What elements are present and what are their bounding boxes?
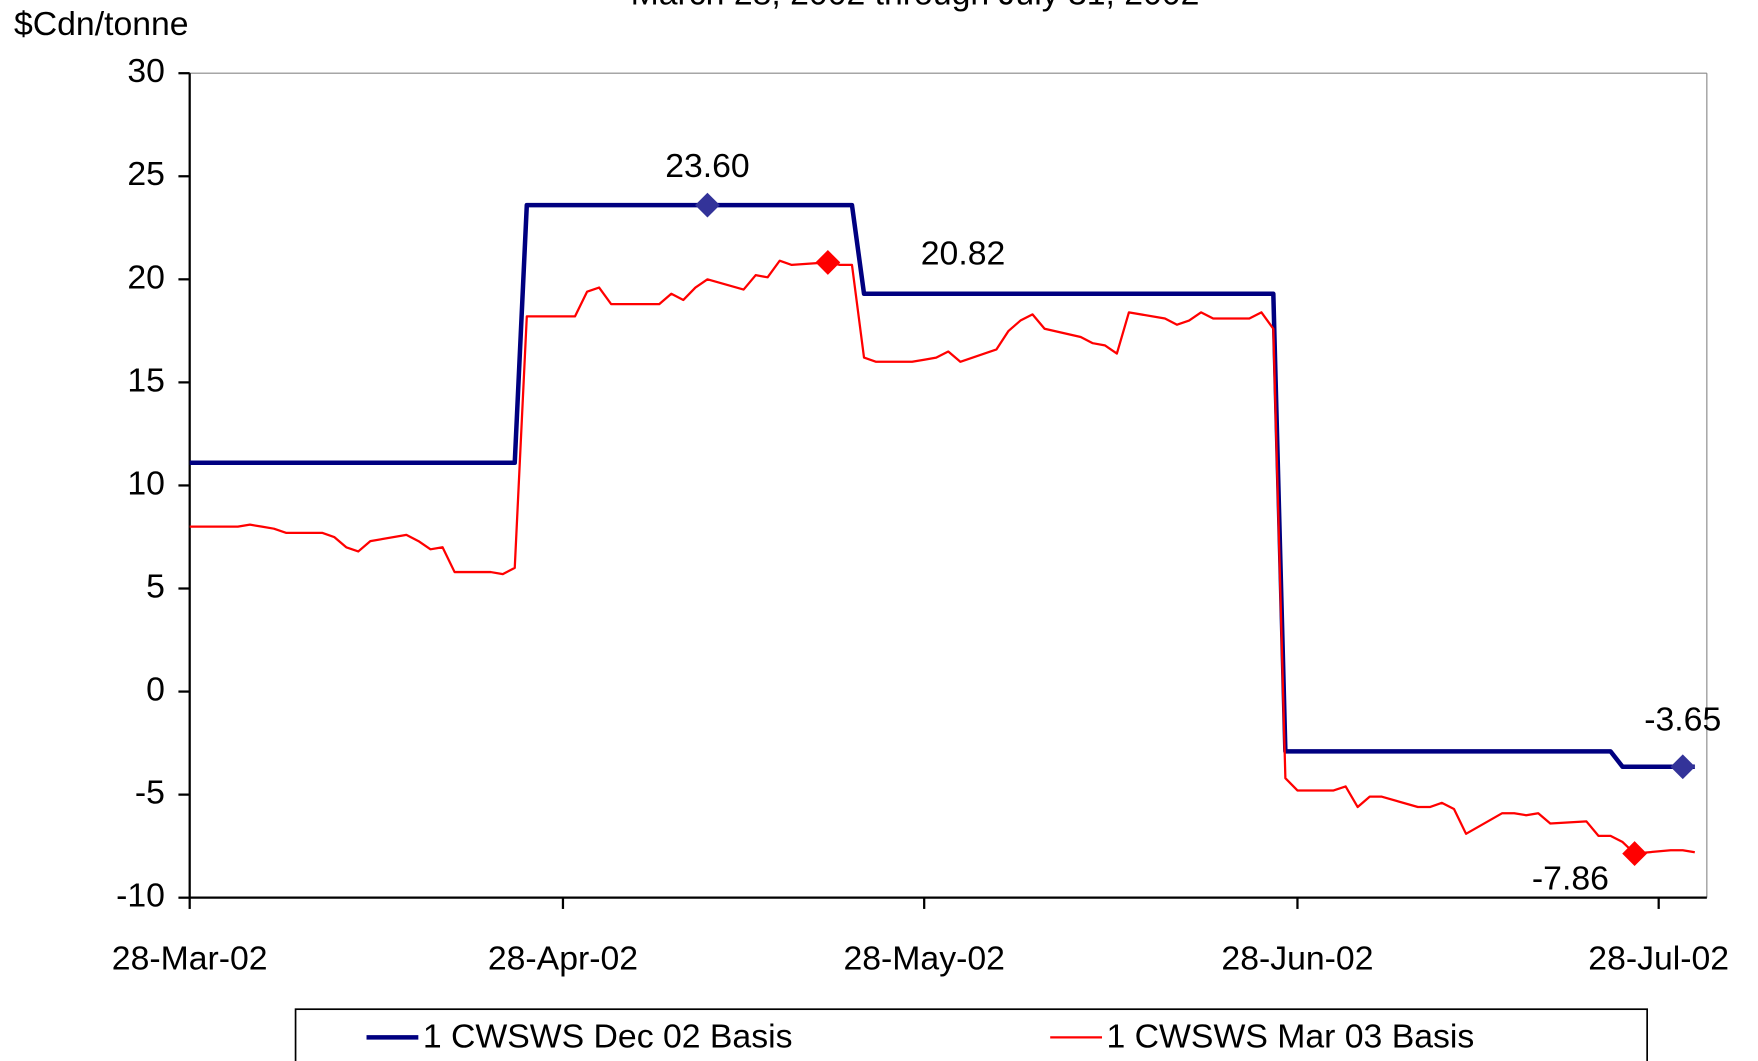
- y-tick-label: 25: [127, 155, 165, 193]
- legend-label: 1 CWSWS Mar 03 Basis: [1107, 1017, 1475, 1055]
- y-tick-label: 15: [127, 361, 165, 399]
- highlight-label: -7.86: [1532, 860, 1609, 898]
- highlight-marker: [815, 250, 841, 275]
- y-tick-label: 10: [127, 464, 165, 502]
- x-tick-label: 28-Jun-02: [1221, 940, 1373, 978]
- y-tick-label: 30: [127, 52, 165, 90]
- x-tick-label: 28-Mar-02: [112, 940, 268, 978]
- y-tick-label: -10: [116, 877, 165, 915]
- chart-subtitle: March 28, 2002 through July 31, 2002: [631, 0, 1200, 12]
- highlight-label: -3.65: [1644, 701, 1721, 739]
- x-tick-label: 28-Jul-02: [1588, 940, 1729, 978]
- highlight-marker: [695, 192, 720, 218]
- x-tick-label: 28-May-02: [843, 940, 1004, 978]
- y-tick-label: 20: [127, 258, 165, 296]
- highlight-marker: [1670, 754, 1696, 780]
- highlight-marker: [1622, 841, 1647, 866]
- x-tick-label: 28-Apr-02: [488, 940, 638, 978]
- y-tick-label: 0: [146, 670, 165, 708]
- y-axis-label: $Cdn/tonne: [14, 5, 189, 43]
- y-tick-label: -5: [135, 774, 165, 812]
- series-line: [189, 202, 1695, 770]
- legend-label: 1 CWSWS Dec 02 Basis: [423, 1017, 793, 1055]
- highlight-label: 20.82: [921, 235, 1006, 273]
- highlight-label: 23.60: [665, 147, 750, 185]
- legend-box: [294, 1008, 1648, 1061]
- series-line: [189, 259, 1695, 855]
- y-tick-label: 5: [146, 567, 165, 605]
